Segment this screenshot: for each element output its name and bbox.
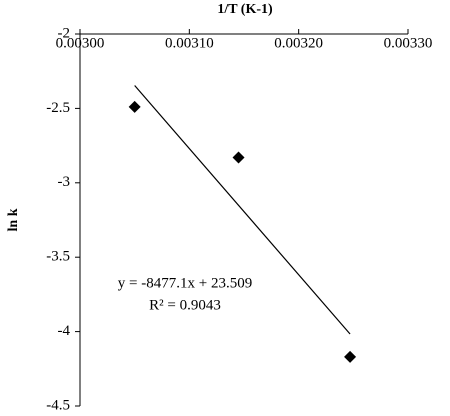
y-tick-label: -3 xyxy=(58,174,71,190)
trendline xyxy=(134,85,351,335)
chart-title: 1/T (K-1) xyxy=(217,2,273,17)
x-tick-label: 0.00320 xyxy=(274,35,323,51)
y-tick-label: -3.5 xyxy=(46,249,70,265)
point xyxy=(128,100,141,113)
point xyxy=(344,350,357,363)
r-squared: R² = 0.9043 xyxy=(149,297,221,313)
y-tick-label: -2.5 xyxy=(46,100,70,116)
y-tick-label: -4 xyxy=(58,323,71,339)
y-tick-label: -2 xyxy=(58,25,71,41)
x-tick-label: 0.00310 xyxy=(165,35,214,51)
x-tick-label: 0.00300 xyxy=(56,35,105,51)
x-tick-label: 0.00330 xyxy=(384,35,433,51)
y-axis-title: ln k xyxy=(6,208,21,231)
y-tick-label: -4.5 xyxy=(46,397,70,413)
trendline-equation: y = -8477.1x + 23.509 xyxy=(118,275,252,291)
point xyxy=(232,151,245,164)
